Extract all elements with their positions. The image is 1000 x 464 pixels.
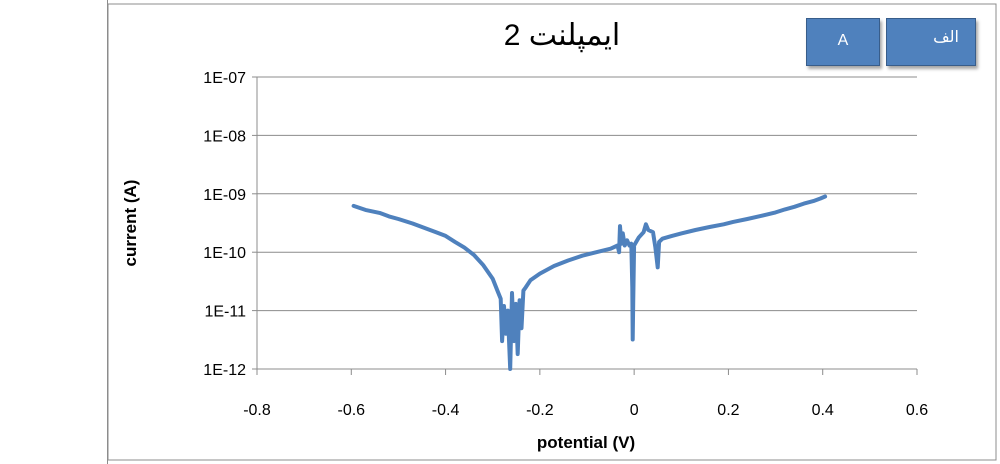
label-box-a-text: A — [837, 32, 849, 49]
y-axis-label: current (A) — [121, 180, 140, 267]
x-tick-label: 0.4 — [812, 402, 834, 419]
y-tick-label: 1E-11 — [204, 304, 246, 321]
chart-title: ایمپلنت 2 — [503, 19, 621, 52]
x-tick-label: 0 — [630, 402, 639, 419]
y-tick-label: 1E-08 — [203, 128, 246, 145]
x-tick-label: 0.2 — [717, 402, 739, 419]
chart-border — [107, 3, 997, 461]
x-tick-labels: -0.8 -0.6 -0.4 -0.2 0 0.2 0.4 0.6 — [243, 402, 928, 419]
label-box-alef: الف — [886, 18, 976, 66]
y-tick-label: 1E-07 — [203, 70, 246, 87]
y-tick-label: 1E-12 — [203, 362, 246, 379]
y-tick-label: 1E-09 — [203, 187, 246, 204]
label-box-a: A — [806, 18, 880, 66]
x-tick-label: -0.2 — [526, 402, 554, 419]
x-axis-label: potential (V) — [537, 433, 635, 452]
series-line — [351, 194, 828, 371]
x-tick-label: 0.6 — [906, 402, 928, 419]
x-tick-label: -0.8 — [243, 402, 271, 419]
y-tick-label: 1E-10 — [203, 245, 246, 262]
x-tick-label: -0.4 — [432, 402, 460, 419]
x-tick-label: -0.6 — [337, 402, 365, 419]
axes — [252, 76, 918, 375]
label-box-alef-text: الف — [933, 29, 959, 46]
y-tick-labels: 1E-07 1E-08 1E-09 1E-10 1E-11 1E-12 — [203, 70, 246, 379]
